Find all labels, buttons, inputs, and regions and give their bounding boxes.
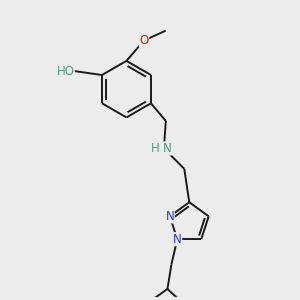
Text: HO: HO — [56, 64, 74, 78]
Text: N: N — [173, 232, 182, 246]
Text: H: H — [151, 142, 160, 155]
Text: N: N — [166, 210, 174, 223]
Text: O: O — [140, 34, 149, 47]
Text: N: N — [163, 142, 171, 155]
